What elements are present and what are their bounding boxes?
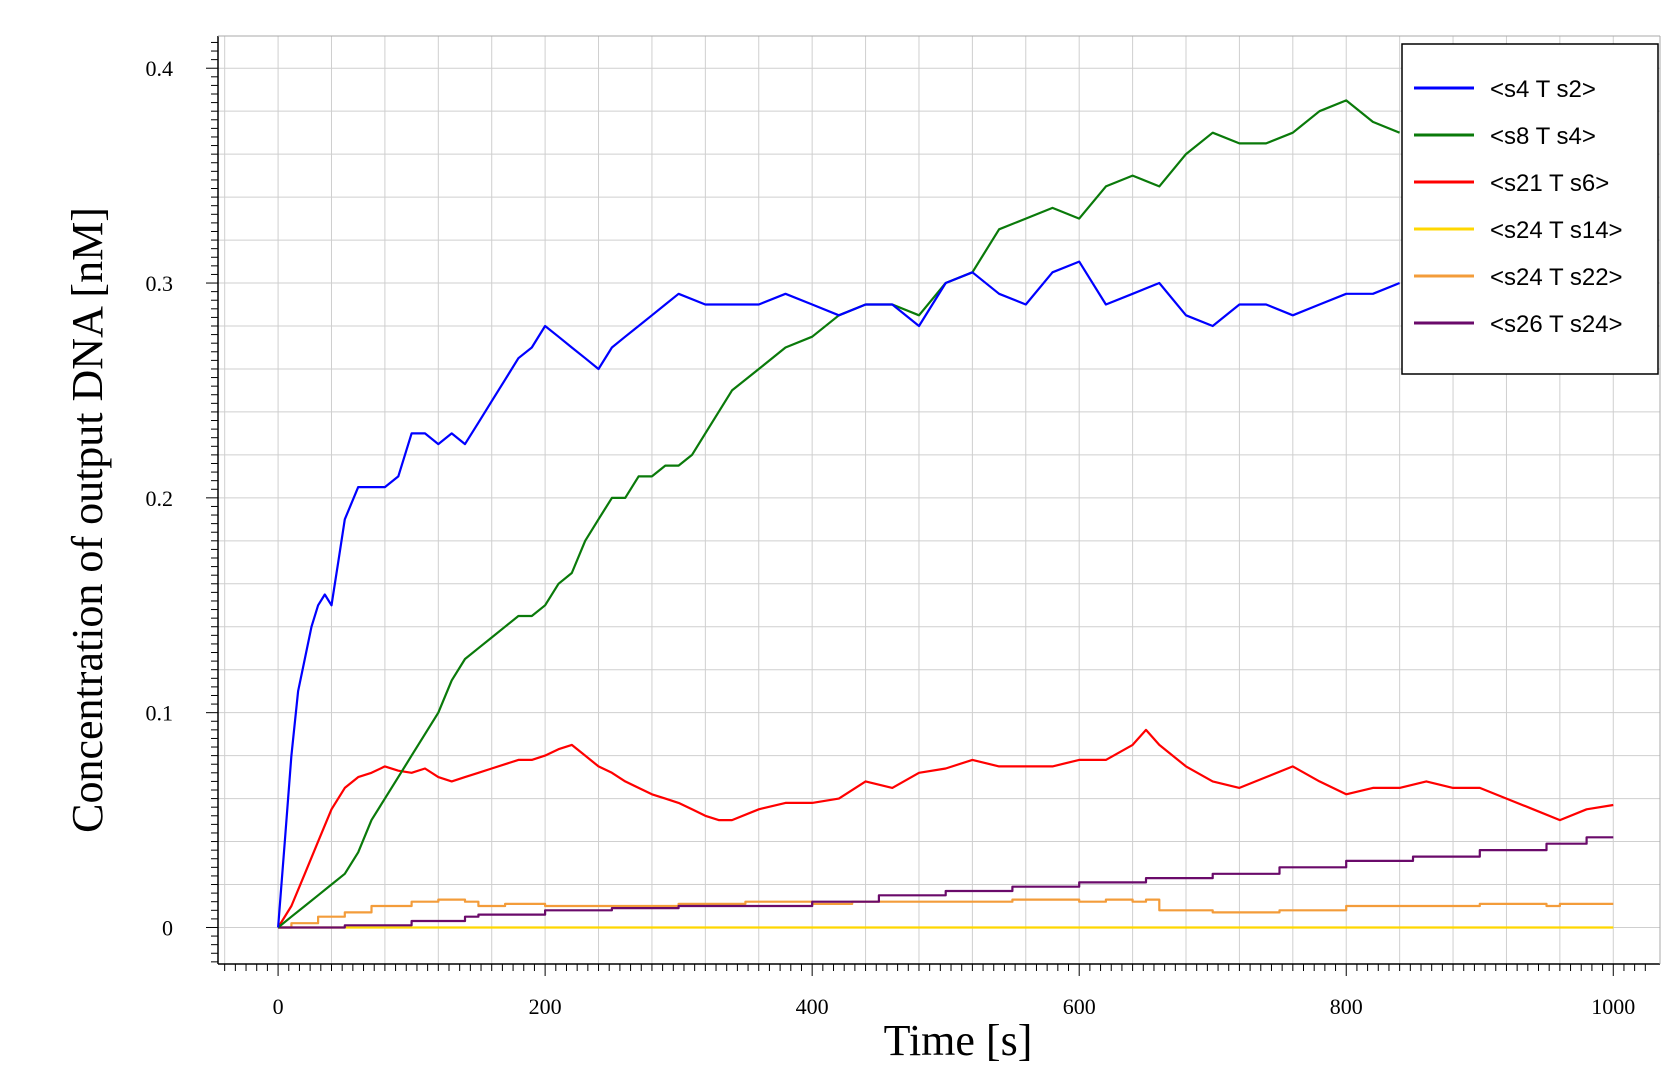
series-line-2	[277, 728, 1614, 929]
legend: <s4 T s2> <s8 T s4> <s21 T s6> <s24 T s14> <…	[1401, 43, 1659, 375]
series-line-0	[277, 260, 1401, 928]
series-line-4	[278, 898, 1614, 929]
legend-label: <s4 T s2>	[1490, 76, 1596, 103]
legend-label: <s24 T s22>	[1490, 264, 1623, 291]
y-tick-label: 0.3	[146, 271, 174, 296]
plot-frame	[217, 35, 1661, 965]
legend-label: <s26 T s24>	[1490, 311, 1623, 338]
x-tick-label: 0	[273, 994, 284, 1019]
y-axis-ticks: 0 0.1 0.2 0.3 0.4	[146, 41, 218, 963]
series-line-1	[277, 99, 1401, 929]
y-tick-label: 0.1	[146, 701, 174, 726]
legend-label: <s21 T s6>	[1490, 170, 1609, 197]
legend-label: <s24 T s14>	[1490, 217, 1623, 244]
x-axis-ticks: 0 200 400 600 800 1000	[224, 964, 1646, 1019]
y-axis-title: Concentration of output DNA [nM]	[63, 207, 112, 833]
series-line-5	[278, 836, 1614, 929]
x-tick-label: 200	[529, 994, 562, 1019]
x-tick-label: 1000	[1591, 994, 1635, 1019]
x-tick-label: 800	[1330, 994, 1363, 1019]
y-tick-label: 0.2	[146, 486, 174, 511]
x-tick-label: 600	[1063, 994, 1096, 1019]
x-axis-title: Time [s]	[884, 1016, 1033, 1065]
y-tick-label: 0	[162, 915, 173, 940]
legend-label: <s8 T s4>	[1490, 123, 1596, 150]
legend-box	[1401, 43, 1659, 375]
x-tick-label: 400	[796, 994, 829, 1019]
y-tick-label: 0.4	[146, 56, 174, 81]
series-lines	[277, 99, 1614, 929]
